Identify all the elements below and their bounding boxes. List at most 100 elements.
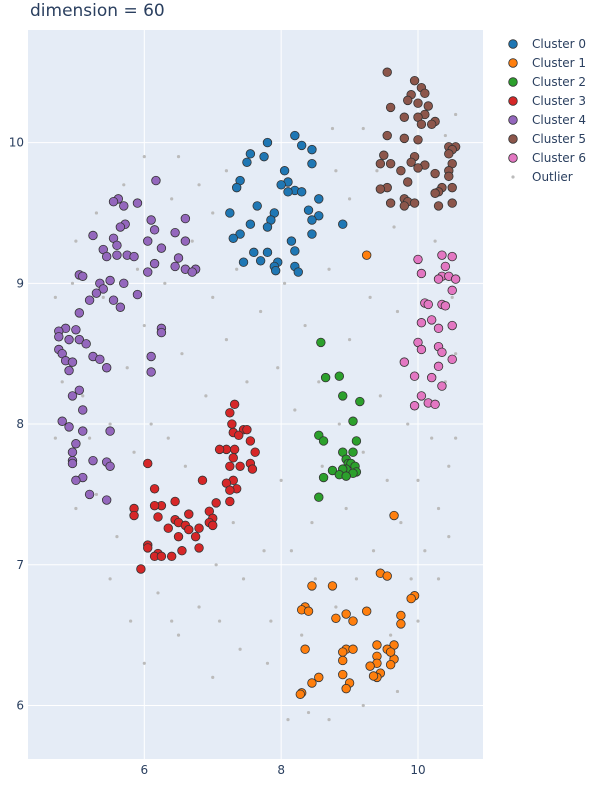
outlier-point bbox=[238, 647, 242, 651]
legend-label[interactable]: Cluster 2 bbox=[532, 75, 586, 89]
cluster-3-point bbox=[242, 424, 252, 435]
legend-marker-cluster-5[interactable] bbox=[508, 134, 518, 144]
cluster-3-point bbox=[129, 510, 139, 521]
outlier-point bbox=[211, 675, 215, 679]
plot-area bbox=[28, 30, 483, 759]
x-tick-label: 10 bbox=[410, 763, 425, 777]
legend-marker-outlier[interactable] bbox=[511, 175, 515, 179]
cluster-1-point bbox=[368, 671, 379, 681]
legend-marker-cluster-2[interactable] bbox=[508, 77, 518, 87]
cluster-3-point bbox=[247, 464, 258, 474]
cluster-5-point bbox=[426, 119, 437, 129]
y-tick-label: 7 bbox=[16, 558, 24, 572]
cluster-3-point bbox=[228, 453, 238, 463]
outlier-point bbox=[108, 422, 112, 426]
cluster-4-point bbox=[101, 495, 112, 505]
legend-label[interactable]: Outlier bbox=[532, 170, 573, 184]
legend-label[interactable]: Cluster 3 bbox=[532, 94, 586, 108]
outlier-point bbox=[416, 619, 420, 623]
outlier-point bbox=[142, 661, 146, 665]
cluster-points bbox=[54, 67, 461, 699]
cluster-1-point bbox=[303, 606, 314, 616]
outlier-point bbox=[132, 450, 136, 454]
outlier-point bbox=[368, 295, 372, 299]
outlier-point bbox=[450, 295, 454, 299]
cluster-0-point bbox=[303, 205, 314, 215]
cluster-0-point bbox=[262, 247, 273, 258]
cluster-3-point bbox=[149, 484, 160, 494]
outlier-point bbox=[115, 535, 119, 539]
outlier-point bbox=[81, 394, 85, 398]
cluster-4-point bbox=[119, 278, 129, 289]
cluster-2-point bbox=[314, 492, 324, 502]
legend-label[interactable]: Cluster 5 bbox=[532, 132, 586, 146]
legend-marker-cluster-6[interactable] bbox=[508, 153, 518, 163]
cluster-3-point bbox=[225, 496, 235, 507]
outlier-point bbox=[320, 464, 324, 468]
cluster-2-point bbox=[348, 416, 358, 426]
outlier-point bbox=[286, 717, 290, 722]
cluster-0-point bbox=[314, 194, 324, 204]
axis-ticks: 6 8 10 6 7 8 9 10 bbox=[9, 136, 426, 777]
outlier-point bbox=[279, 478, 283, 482]
outlier-point bbox=[447, 464, 451, 468]
cluster-6-point bbox=[416, 268, 427, 279]
outlier-point bbox=[347, 338, 352, 342]
legend[interactable]: Cluster 0 Cluster 1 Cluster 2 Cluster 3 Clus… bbox=[508, 37, 586, 184]
cluster-4-point bbox=[74, 308, 85, 318]
cluster-3-point bbox=[197, 475, 208, 486]
outlier-point bbox=[392, 225, 396, 229]
y-tick-label: 6 bbox=[16, 699, 24, 713]
cluster-0-point bbox=[283, 187, 293, 197]
cluster-1-point bbox=[389, 510, 399, 521]
outlier-point bbox=[204, 394, 208, 398]
cluster-5-point bbox=[409, 198, 420, 208]
cluster-4-point bbox=[146, 215, 156, 225]
outlier-point bbox=[454, 352, 458, 356]
cluster-4-point bbox=[151, 175, 161, 186]
cluster-5-point bbox=[385, 158, 396, 169]
cluster-0-point bbox=[225, 208, 235, 218]
legend-marker-cluster-1[interactable] bbox=[508, 58, 518, 68]
outlier-point bbox=[313, 577, 317, 581]
cluster-4-point bbox=[119, 201, 129, 211]
outlier-point bbox=[361, 126, 365, 131]
legend-label[interactable]: Cluster 0 bbox=[532, 37, 586, 51]
cluster-0-point bbox=[228, 233, 238, 243]
outlier-point bbox=[395, 309, 400, 314]
cluster-0-point bbox=[307, 158, 317, 169]
cluster-5-point bbox=[375, 158, 386, 169]
cluster-2-point bbox=[327, 465, 338, 476]
cluster-4-point bbox=[64, 334, 74, 345]
cluster-4-point bbox=[95, 354, 105, 365]
outlier-point bbox=[224, 169, 229, 173]
cluster-4-point bbox=[74, 334, 85, 345]
outlier-point bbox=[293, 408, 297, 412]
legend-label[interactable]: Cluster 6 bbox=[532, 151, 586, 165]
cluster-4-point bbox=[143, 267, 153, 277]
cluster-4-point bbox=[156, 327, 167, 338]
legend-marker-cluster-3[interactable] bbox=[508, 96, 518, 106]
legend-label[interactable]: Cluster 4 bbox=[532, 113, 586, 127]
legend-marker-cluster-0[interactable] bbox=[508, 39, 518, 49]
cluster-6-point bbox=[426, 315, 437, 325]
cluster-5-point bbox=[385, 198, 396, 208]
cluster-4-point bbox=[67, 357, 78, 367]
outlier-point bbox=[406, 422, 410, 426]
outlier-point bbox=[211, 295, 215, 299]
cluster-0-point bbox=[235, 229, 245, 239]
outlier-point bbox=[423, 549, 427, 553]
legend-marker-cluster-4[interactable] bbox=[508, 115, 518, 125]
cluster-1-point bbox=[396, 619, 406, 629]
cluster-4-point bbox=[101, 363, 112, 373]
outlier-point bbox=[176, 633, 181, 637]
cluster-1-point bbox=[327, 581, 338, 591]
cluster-3-point bbox=[225, 461, 235, 471]
outlier-point bbox=[235, 267, 239, 271]
cluster-3-point bbox=[143, 458, 153, 469]
outlier-point bbox=[183, 464, 187, 468]
cluster-0-point bbox=[259, 151, 269, 162]
cluster-3-point bbox=[177, 546, 187, 556]
legend-label[interactable]: Cluster 1 bbox=[532, 56, 586, 70]
